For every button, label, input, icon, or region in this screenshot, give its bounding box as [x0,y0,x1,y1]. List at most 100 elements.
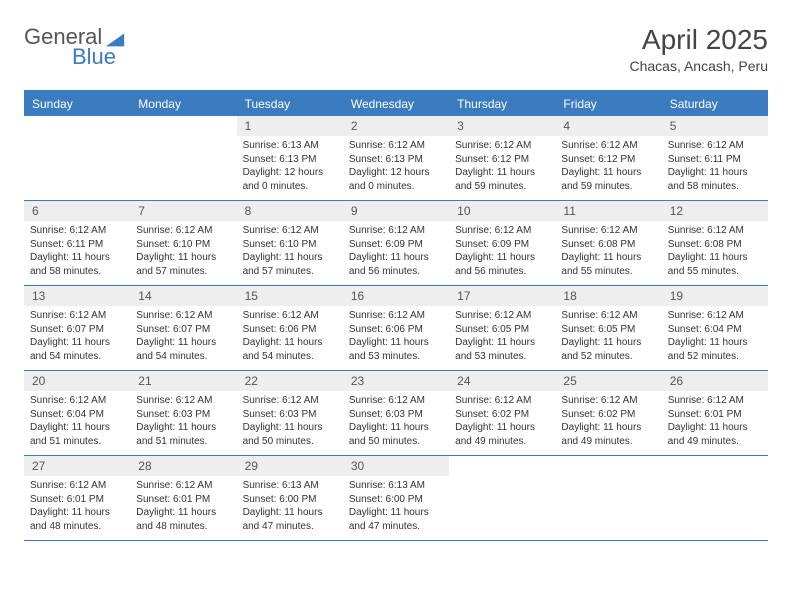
day-header-cell: Friday [555,92,661,116]
day-header-cell: Sunday [24,92,130,116]
header: GeneralBlue April 2025 Chacas, Ancash, P… [24,24,768,74]
day-cell: 12Sunrise: 6:12 AMSunset: 6:08 PMDayligh… [662,201,768,285]
day-number: 4 [555,116,661,136]
day-cell: 14Sunrise: 6:12 AMSunset: 6:07 PMDayligh… [130,286,236,370]
day-number: 17 [449,286,555,306]
day-cell: 23Sunrise: 6:12 AMSunset: 6:03 PMDayligh… [343,371,449,455]
day-cell: 27Sunrise: 6:12 AMSunset: 6:01 PMDayligh… [24,456,130,540]
day-content: Sunrise: 6:12 AMSunset: 6:08 PMDaylight:… [662,221,768,281]
empty-day-cell [662,456,768,540]
day-content: Sunrise: 6:12 AMSunset: 6:04 PMDaylight:… [24,391,130,451]
day-header-cell: Thursday [449,92,555,116]
day-number: 21 [130,371,236,391]
day-number: 1 [237,116,343,136]
day-number: 20 [24,371,130,391]
day-cell: 13Sunrise: 6:12 AMSunset: 6:07 PMDayligh… [24,286,130,370]
day-number: 7 [130,201,236,221]
day-content: Sunrise: 6:12 AMSunset: 6:11 PMDaylight:… [24,221,130,281]
day-content: Sunrise: 6:12 AMSunset: 6:06 PMDaylight:… [237,306,343,366]
day-content: Sunrise: 6:12 AMSunset: 6:04 PMDaylight:… [662,306,768,366]
logo: GeneralBlue [24,24,126,70]
empty-day-cell [130,116,236,200]
day-content: Sunrise: 6:12 AMSunset: 6:03 PMDaylight:… [237,391,343,451]
day-content: Sunrise: 6:12 AMSunset: 6:10 PMDaylight:… [237,221,343,281]
day-cell: 29Sunrise: 6:13 AMSunset: 6:00 PMDayligh… [237,456,343,540]
day-content: Sunrise: 6:12 AMSunset: 6:05 PMDaylight:… [555,306,661,366]
day-cell: 1Sunrise: 6:13 AMSunset: 6:13 PMDaylight… [237,116,343,200]
day-content: Sunrise: 6:12 AMSunset: 6:01 PMDaylight:… [24,476,130,536]
day-header-cell: Saturday [662,92,768,116]
day-cell: 16Sunrise: 6:12 AMSunset: 6:06 PMDayligh… [343,286,449,370]
day-number: 22 [237,371,343,391]
day-cell: 22Sunrise: 6:12 AMSunset: 6:03 PMDayligh… [237,371,343,455]
day-number: 14 [130,286,236,306]
day-header-row: SundayMondayTuesdayWednesdayThursdayFrid… [24,92,768,116]
week-row: 6Sunrise: 6:12 AMSunset: 6:11 PMDaylight… [24,201,768,286]
day-number: 9 [343,201,449,221]
day-content: Sunrise: 6:12 AMSunset: 6:02 PMDaylight:… [449,391,555,451]
day-number: 3 [449,116,555,136]
day-cell: 15Sunrise: 6:12 AMSunset: 6:06 PMDayligh… [237,286,343,370]
day-number: 12 [662,201,768,221]
day-cell: 18Sunrise: 6:12 AMSunset: 6:05 PMDayligh… [555,286,661,370]
day-number: 30 [343,456,449,476]
day-header-cell: Monday [130,92,236,116]
day-content: Sunrise: 6:12 AMSunset: 6:01 PMDaylight:… [130,476,236,536]
day-cell: 24Sunrise: 6:12 AMSunset: 6:02 PMDayligh… [449,371,555,455]
day-content: Sunrise: 6:12 AMSunset: 6:05 PMDaylight:… [449,306,555,366]
day-cell: 28Sunrise: 6:12 AMSunset: 6:01 PMDayligh… [130,456,236,540]
day-content: Sunrise: 6:12 AMSunset: 6:10 PMDaylight:… [130,221,236,281]
day-content: Sunrise: 6:12 AMSunset: 6:01 PMDaylight:… [662,391,768,451]
day-cell: 25Sunrise: 6:12 AMSunset: 6:02 PMDayligh… [555,371,661,455]
calendar: SundayMondayTuesdayWednesdayThursdayFrid… [24,90,768,541]
empty-day-cell [24,116,130,200]
day-number: 25 [555,371,661,391]
day-cell: 30Sunrise: 6:13 AMSunset: 6:00 PMDayligh… [343,456,449,540]
logo-text-blue: Blue [72,44,116,70]
day-number: 26 [662,371,768,391]
day-cell: 7Sunrise: 6:12 AMSunset: 6:10 PMDaylight… [130,201,236,285]
day-header-cell: Wednesday [343,92,449,116]
day-number: 23 [343,371,449,391]
day-number: 8 [237,201,343,221]
day-cell: 17Sunrise: 6:12 AMSunset: 6:05 PMDayligh… [449,286,555,370]
week-row: 13Sunrise: 6:12 AMSunset: 6:07 PMDayligh… [24,286,768,371]
day-number: 10 [449,201,555,221]
day-cell: 8Sunrise: 6:12 AMSunset: 6:10 PMDaylight… [237,201,343,285]
day-content: Sunrise: 6:12 AMSunset: 6:02 PMDaylight:… [555,391,661,451]
day-content: Sunrise: 6:13 AMSunset: 6:13 PMDaylight:… [237,136,343,196]
day-content: Sunrise: 6:12 AMSunset: 6:09 PMDaylight:… [343,221,449,281]
day-number: 28 [130,456,236,476]
empty-day-cell [555,456,661,540]
day-number: 24 [449,371,555,391]
day-number: 5 [662,116,768,136]
day-number: 6 [24,201,130,221]
day-content: Sunrise: 6:12 AMSunset: 6:03 PMDaylight:… [130,391,236,451]
day-content: Sunrise: 6:12 AMSunset: 6:13 PMDaylight:… [343,136,449,196]
day-number: 11 [555,201,661,221]
day-content: Sunrise: 6:12 AMSunset: 6:12 PMDaylight:… [449,136,555,196]
day-number: 18 [555,286,661,306]
day-cell: 10Sunrise: 6:12 AMSunset: 6:09 PMDayligh… [449,201,555,285]
day-number: 16 [343,286,449,306]
day-header-cell: Tuesday [237,92,343,116]
page-title: April 2025 [629,24,768,56]
day-cell: 6Sunrise: 6:12 AMSunset: 6:11 PMDaylight… [24,201,130,285]
day-number: 13 [24,286,130,306]
day-content: Sunrise: 6:12 AMSunset: 6:06 PMDaylight:… [343,306,449,366]
day-number: 15 [237,286,343,306]
day-number: 27 [24,456,130,476]
day-content: Sunrise: 6:12 AMSunset: 6:12 PMDaylight:… [555,136,661,196]
day-cell: 21Sunrise: 6:12 AMSunset: 6:03 PMDayligh… [130,371,236,455]
day-number: 2 [343,116,449,136]
day-number: 19 [662,286,768,306]
day-cell: 26Sunrise: 6:12 AMSunset: 6:01 PMDayligh… [662,371,768,455]
day-cell: 4Sunrise: 6:12 AMSunset: 6:12 PMDaylight… [555,116,661,200]
location-subtitle: Chacas, Ancash, Peru [629,58,768,74]
day-cell: 9Sunrise: 6:12 AMSunset: 6:09 PMDaylight… [343,201,449,285]
title-block: April 2025 Chacas, Ancash, Peru [629,24,768,74]
day-cell: 5Sunrise: 6:12 AMSunset: 6:11 PMDaylight… [662,116,768,200]
day-content: Sunrise: 6:12 AMSunset: 6:09 PMDaylight:… [449,221,555,281]
day-content: Sunrise: 6:12 AMSunset: 6:03 PMDaylight:… [343,391,449,451]
week-row: 1Sunrise: 6:13 AMSunset: 6:13 PMDaylight… [24,116,768,201]
